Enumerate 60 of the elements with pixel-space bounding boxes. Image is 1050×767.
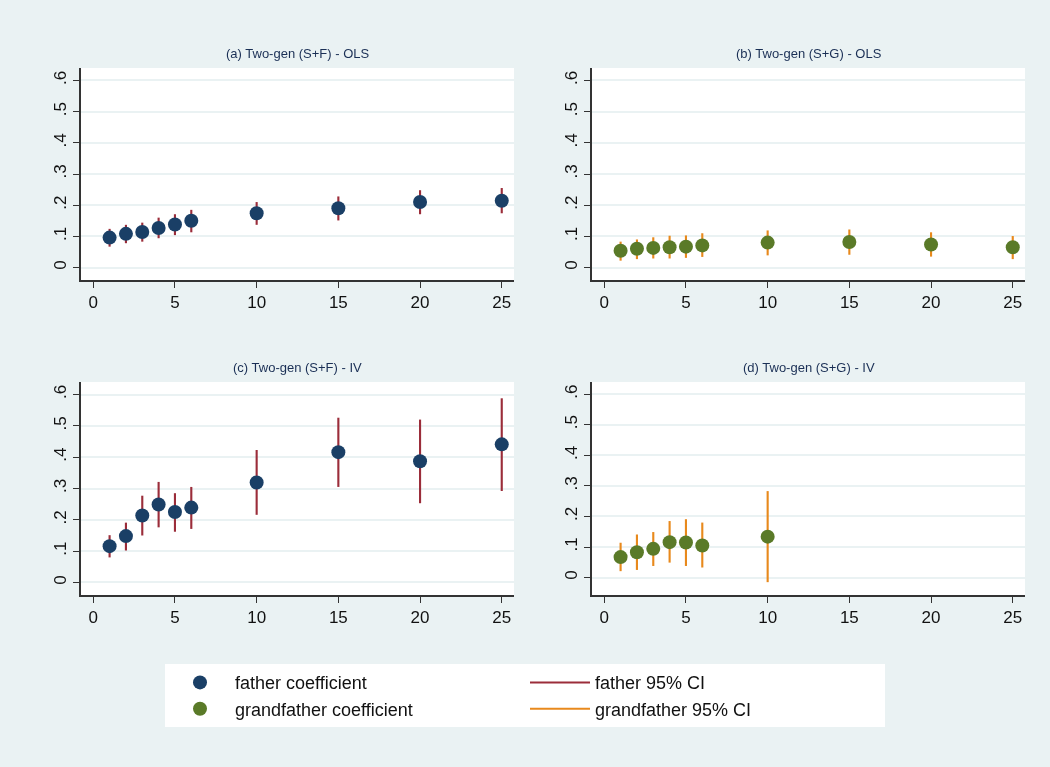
legend-label: father coefficient: [235, 673, 367, 694]
y-tick-label: .3: [51, 164, 71, 179]
y-tick-label: .4: [51, 133, 71, 148]
y-tick-label: .3: [562, 476, 582, 491]
x-tick-label: 10: [247, 293, 267, 313]
x-tick-label: 20: [921, 293, 941, 313]
x-tick-label: 0: [88, 608, 98, 628]
y-tick-label: .5: [562, 415, 582, 430]
chart-title: (d) Two-gen (S+G) - IV: [743, 360, 875, 375]
x-tick-label: 25: [492, 293, 512, 313]
y-tick-label: .1: [51, 226, 71, 241]
x-tick-label: 5: [681, 608, 691, 628]
x-tick-label: 25: [492, 608, 512, 628]
y-tick-label: .3: [51, 478, 71, 494]
y-tick-label: .2: [51, 510, 71, 525]
x-tick-label: 5: [681, 293, 691, 313]
y-tick-label: .2: [562, 506, 582, 521]
y-tick-label: .2: [51, 195, 71, 210]
y-tick-label: .5: [51, 416, 71, 431]
y-tick-label: .6: [562, 384, 582, 399]
x-tick-label: 15: [328, 608, 348, 628]
x-tick-label: 10: [758, 608, 778, 628]
x-tick-label: 20: [410, 608, 430, 628]
x-tick-label: 10: [247, 608, 267, 628]
y-tick-label: .6: [562, 70, 582, 86]
y-tick-label: .6: [51, 70, 71, 86]
x-tick-label: 15: [839, 293, 859, 313]
x-tick-label: 25: [1003, 608, 1023, 628]
y-tick-label: 0: [562, 260, 582, 270]
chart-title: (a) Two-gen (S+F) - OLS: [226, 46, 370, 61]
legend-label: father 95% CI: [595, 673, 706, 694]
y-tick-label: .4: [562, 133, 582, 148]
x-tick-label: 15: [839, 608, 859, 628]
x-tick-label: 0: [599, 608, 609, 628]
y-tick-label: .3: [562, 164, 582, 179]
y-tick-label: .1: [562, 226, 582, 241]
chart-title: (b) Two-gen (S+G) - OLS: [736, 46, 882, 61]
x-tick-label: 15: [328, 293, 348, 313]
y-tick-label: .5: [562, 102, 582, 117]
x-tick-label: 0: [599, 293, 609, 313]
x-tick-label: 5: [170, 608, 180, 628]
chart-title: (c) Two-gen (S+F) - IV: [233, 360, 363, 375]
y-tick-label: .4: [51, 447, 71, 462]
y-tick-label: 0: [51, 260, 71, 270]
x-tick-label: 25: [1003, 293, 1023, 313]
x-tick-label: 20: [410, 293, 430, 313]
legend-label: grandfather 95% CI: [595, 699, 752, 720]
y-tick-label: .1: [51, 541, 71, 556]
y-tick-label: 0: [51, 575, 71, 585]
y-tick-label: .5: [51, 102, 71, 117]
legend-label: grandfather coefficient: [235, 699, 413, 720]
y-tick-label: .2: [562, 195, 582, 210]
y-tick-label: 0: [562, 570, 582, 580]
x-tick-label: 5: [170, 293, 180, 313]
y-tick-label: .4: [562, 445, 582, 460]
x-tick-label: 20: [921, 608, 941, 628]
y-tick-label: .1: [562, 537, 582, 552]
x-tick-label: 0: [88, 293, 98, 313]
x-tick-label: 10: [758, 293, 778, 313]
y-tick-label: .6: [51, 384, 71, 400]
